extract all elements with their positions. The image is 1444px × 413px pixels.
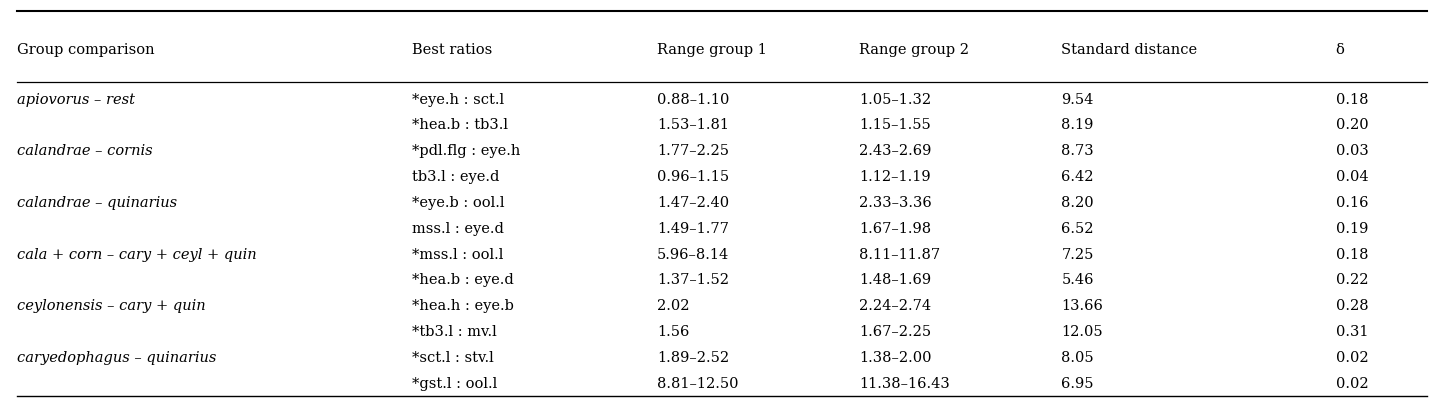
Text: 2.02: 2.02 <box>657 299 690 313</box>
Text: *hea.b : eye.d: *hea.b : eye.d <box>412 273 513 287</box>
Text: 1.89–2.52: 1.89–2.52 <box>657 350 729 364</box>
Text: 2.43–2.69: 2.43–2.69 <box>859 144 931 158</box>
Text: 0.19: 0.19 <box>1336 221 1367 235</box>
Text: 0.88–1.10: 0.88–1.10 <box>657 93 729 106</box>
Text: Standard distance: Standard distance <box>1061 43 1197 57</box>
Text: 6.42: 6.42 <box>1061 170 1095 184</box>
Text: 0.04: 0.04 <box>1336 170 1369 184</box>
Text: Group comparison: Group comparison <box>17 43 155 57</box>
Text: 1.77–2.25: 1.77–2.25 <box>657 144 729 158</box>
Text: *sct.l : stv.l: *sct.l : stv.l <box>412 350 494 364</box>
Text: *mss.l : ool.l: *mss.l : ool.l <box>412 247 503 261</box>
Text: 1.67–1.98: 1.67–1.98 <box>859 221 931 235</box>
Text: *tb3.l : mv.l: *tb3.l : mv.l <box>412 324 497 338</box>
Text: Range group 2: Range group 2 <box>859 43 969 57</box>
Text: 7.25: 7.25 <box>1061 247 1093 261</box>
Text: 6.52: 6.52 <box>1061 221 1095 235</box>
Text: Range group 1: Range group 1 <box>657 43 767 57</box>
Text: ceylonensis – cary + quin: ceylonensis – cary + quin <box>17 299 206 313</box>
Text: δ: δ <box>1336 43 1344 57</box>
Text: *eye.b : ool.l: *eye.b : ool.l <box>412 195 504 209</box>
Text: 0.28: 0.28 <box>1336 299 1369 313</box>
Text: 5.96–8.14: 5.96–8.14 <box>657 247 729 261</box>
Text: 9.54: 9.54 <box>1061 93 1093 106</box>
Text: 1.49–1.77: 1.49–1.77 <box>657 221 729 235</box>
Text: 8.19: 8.19 <box>1061 118 1093 132</box>
Text: 8.81–12.50: 8.81–12.50 <box>657 376 738 390</box>
Text: apiovorus – rest: apiovorus – rest <box>17 93 136 106</box>
Text: tb3.l : eye.d: tb3.l : eye.d <box>412 170 500 184</box>
Text: 1.37–1.52: 1.37–1.52 <box>657 273 729 287</box>
Text: 0.20: 0.20 <box>1336 118 1369 132</box>
Text: 6.95: 6.95 <box>1061 376 1095 390</box>
Text: 8.05: 8.05 <box>1061 350 1095 364</box>
Text: 5.46: 5.46 <box>1061 273 1095 287</box>
Text: *hea.b : tb3.l: *hea.b : tb3.l <box>412 118 507 132</box>
Text: 2.33–3.36: 2.33–3.36 <box>859 195 931 209</box>
Text: 1.05–1.32: 1.05–1.32 <box>859 93 931 106</box>
Text: 1.48–1.69: 1.48–1.69 <box>859 273 931 287</box>
Text: cala + corn – cary + ceyl + quin: cala + corn – cary + ceyl + quin <box>17 247 257 261</box>
Text: 2.24–2.74: 2.24–2.74 <box>859 299 931 313</box>
Text: 1.53–1.81: 1.53–1.81 <box>657 118 729 132</box>
Text: 0.31: 0.31 <box>1336 324 1369 338</box>
Text: 1.12–1.19: 1.12–1.19 <box>859 170 931 184</box>
Text: 0.18: 0.18 <box>1336 93 1369 106</box>
Text: 1.38–2.00: 1.38–2.00 <box>859 350 931 364</box>
Text: caryedophagus – quinarius: caryedophagus – quinarius <box>17 350 217 364</box>
Text: *eye.h : sct.l: *eye.h : sct.l <box>412 93 504 106</box>
Text: 8.73: 8.73 <box>1061 144 1095 158</box>
Text: 8.11–11.87: 8.11–11.87 <box>859 247 940 261</box>
Text: *pdl.flg : eye.h: *pdl.flg : eye.h <box>412 144 520 158</box>
Text: 0.96–1.15: 0.96–1.15 <box>657 170 729 184</box>
Text: 1.67–2.25: 1.67–2.25 <box>859 324 931 338</box>
Text: 12.05: 12.05 <box>1061 324 1103 338</box>
Text: *hea.h : eye.b: *hea.h : eye.b <box>412 299 514 313</box>
Text: calandrae – quinarius: calandrae – quinarius <box>17 195 178 209</box>
Text: 1.47–2.40: 1.47–2.40 <box>657 195 729 209</box>
Text: Best ratios: Best ratios <box>412 43 492 57</box>
Text: 0.16: 0.16 <box>1336 195 1369 209</box>
Text: 1.56: 1.56 <box>657 324 689 338</box>
Text: 1.15–1.55: 1.15–1.55 <box>859 118 931 132</box>
Text: mss.l : eye.d: mss.l : eye.d <box>412 221 504 235</box>
Text: 0.18: 0.18 <box>1336 247 1369 261</box>
Text: 8.20: 8.20 <box>1061 195 1095 209</box>
Text: 11.38–16.43: 11.38–16.43 <box>859 376 950 390</box>
Text: 0.03: 0.03 <box>1336 144 1369 158</box>
Text: *gst.l : ool.l: *gst.l : ool.l <box>412 376 497 390</box>
Text: 0.02: 0.02 <box>1336 376 1369 390</box>
Text: 0.22: 0.22 <box>1336 273 1369 287</box>
Text: 0.02: 0.02 <box>1336 350 1369 364</box>
Text: 13.66: 13.66 <box>1061 299 1103 313</box>
Text: calandrae – cornis: calandrae – cornis <box>17 144 153 158</box>
